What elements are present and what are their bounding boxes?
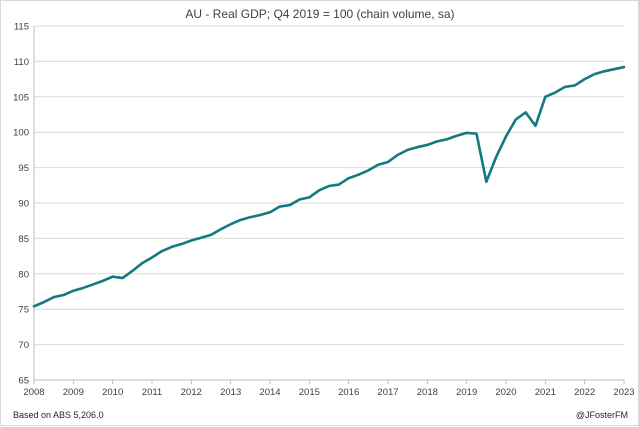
y-tick-label: 105 [13,92,29,103]
chart-title: AU - Real GDP; Q4 2019 = 100 (chain volu… [185,7,454,21]
y-tick-label: 115 [14,22,29,33]
x-tick-label: 2022 [574,387,595,398]
x-tick-label: 2012 [181,387,202,398]
y-tick-label: 90 [18,199,29,210]
y-tick-label: 80 [18,269,29,280]
y-tick-label: 70 [18,340,29,351]
y-tick-label: 95 [18,163,29,174]
y-tick-label: 85 [18,234,29,245]
y-tick-label: 110 [14,57,29,68]
x-tick-label: 2015 [299,387,320,398]
y-tick-label: 75 [18,305,29,316]
y-tick-labels: 65 70 75 80 85 90 95 100 105 110 115 [13,22,29,387]
credit-label: @JFosterFM [576,410,628,420]
x-tick-label: 2023 [613,387,634,398]
x-tick-label: 2018 [417,387,438,398]
x-tick-labels: 2008 2009 2010 2011 2012 2013 2014 2015 2016 2017… [23,387,634,398]
x-tick-label: 2008 [23,387,44,398]
x-tick-label: 2021 [535,387,556,398]
y-tick-label: 65 [18,376,29,387]
x-tick-label: 2009 [63,387,84,398]
series-line [32,65,626,308]
x-tick-label: 2020 [495,387,516,398]
x-tick-label: 2010 [102,387,123,398]
x-tick-label: 2014 [259,387,280,398]
x-tick-label: 2017 [377,387,398,398]
x-tick-label: 2019 [456,387,477,398]
x-tick-label: 2016 [338,387,359,398]
series-layer [32,65,626,308]
axes [33,26,625,384]
x-tick-label: 2011 [142,387,162,398]
y-tick-label: 100 [13,128,29,139]
gridlines [34,25,624,346]
source-note: Based on ABS 5,206.0 [13,410,104,420]
x-tick-label: 2013 [220,387,241,398]
